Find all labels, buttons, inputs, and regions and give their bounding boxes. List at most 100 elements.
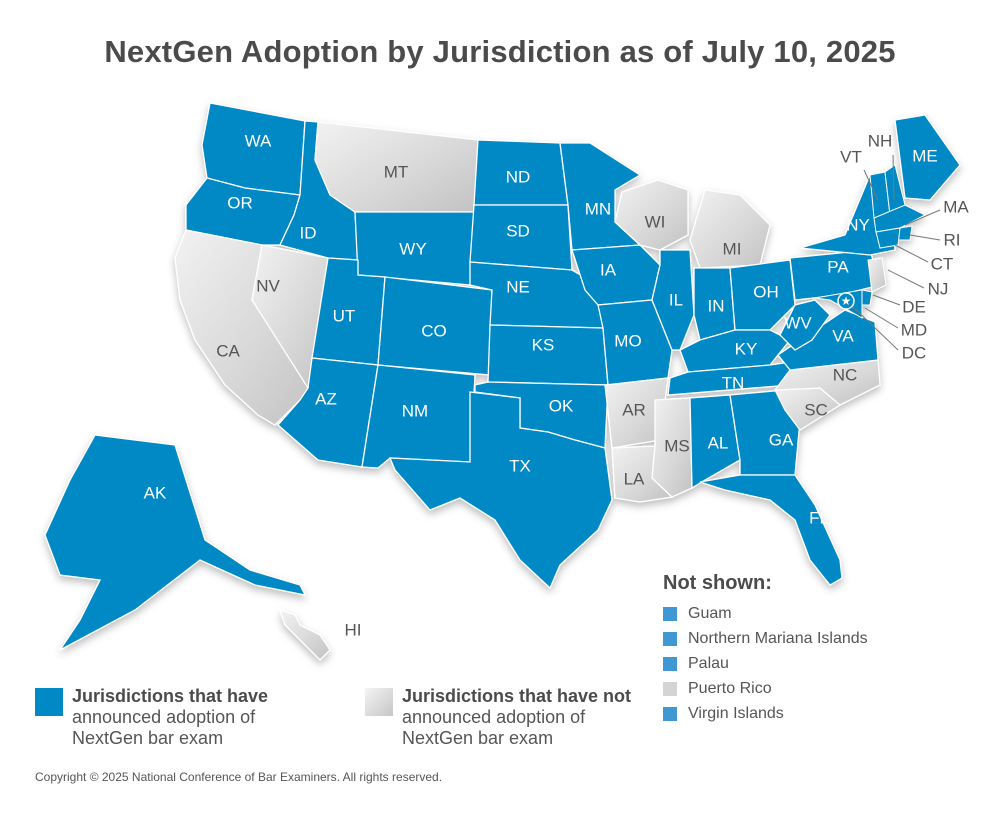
callout-line-nj <box>887 269 925 289</box>
state-wi <box>614 179 689 251</box>
state-label-wi: WI <box>645 212 666 231</box>
page-title: NextGen Adoption by Jurisdiction as of J… <box>104 34 896 69</box>
state-label-sc: SC <box>804 400 828 419</box>
state-label-mt: MT <box>384 162 409 181</box>
callout-label-de: DE <box>902 297 926 316</box>
state-label-nm: NM <box>402 401 428 420</box>
state-label-va: VA <box>832 326 854 345</box>
state-ct <box>875 227 901 249</box>
callout-label-dc: DC <box>902 343 927 362</box>
legend-not-adopted-line3: NextGen bar exam <box>402 728 554 748</box>
state-il <box>651 249 695 351</box>
state-label-tn: TN <box>722 373 745 392</box>
callout-line-ct <box>894 244 929 263</box>
not-shown-swatch <box>663 656 677 671</box>
state-label-ut: UT <box>333 306 356 325</box>
callout-label-ma: MA <box>943 197 969 216</box>
state-label-nc: NC <box>833 365 858 384</box>
legend-not-adopted-bold: Jurisdictions that have not <box>402 686 632 706</box>
not-shown-items: Guam Northern Mariana Islands Palau Puerto … <box>663 601 983 726</box>
state-label-me: ME <box>912 146 938 165</box>
legend-not-adopted-line2: announced adoption of <box>402 707 586 727</box>
callout-line-de <box>872 294 901 306</box>
not-shown-item: Palau <box>663 651 983 676</box>
callout-line-dc <box>847 301 899 351</box>
not-shown-item: Northern Mariana Islands <box>663 626 983 651</box>
state-label-ms: MS <box>664 436 690 455</box>
state-label-hi: HI <box>345 620 362 639</box>
callout-line-vt <box>863 169 879 201</box>
state-de <box>861 289 873 306</box>
callout-label-ct: CT <box>931 254 954 273</box>
not-shown-list: Not shown: Guam Northern Mariana Islands P… <box>663 572 983 726</box>
state-label-mn: MN <box>585 199 611 218</box>
legend-not-adopted-text: Jurisdictions that have not announced ad… <box>402 686 631 749</box>
not-shown-label: Virgin Islands <box>688 704 784 722</box>
legend-adopted-bold: Jurisdictions that have <box>72 686 269 706</box>
not-shown-item: Puerto Rico <box>663 676 983 701</box>
legend-adopted-line2: announced adoption of <box>72 707 256 727</box>
svg-text:★: ★ <box>841 294 852 308</box>
not-shown-label: Northern Mariana Islands <box>688 629 868 647</box>
state-ks <box>487 324 609 386</box>
state-label-ga: GA <box>769 430 794 449</box>
state-label-ks: KS <box>532 335 555 354</box>
callout-label-md: MD <box>901 320 927 339</box>
legend-not-adopted-swatch <box>365 688 393 716</box>
state-label-co: CO <box>421 321 447 340</box>
state-label-il: IL <box>669 290 683 309</box>
state-label-ne: NE <box>506 277 530 296</box>
not-shown-swatch <box>663 706 677 721</box>
state-label-fl: FL <box>809 508 829 527</box>
not-shown-swatch <box>663 631 677 646</box>
state-hi <box>278 608 331 661</box>
not-shown-title: Not shown: <box>663 572 772 594</box>
callout-label-vt: VT <box>840 147 862 166</box>
state-label-mo: MO <box>614 331 641 350</box>
state-label-ny: NY <box>846 215 870 234</box>
state-label-wv: WV <box>784 313 812 332</box>
legend-adopted-swatch <box>35 688 63 716</box>
legend-adopted: Jurisdictions that have announced adopti… <box>35 686 268 749</box>
state-label-az: AZ <box>315 389 337 408</box>
not-shown-swatch <box>663 681 677 696</box>
state-label-id: ID <box>300 223 317 242</box>
state-label-sd: SD <box>506 221 530 240</box>
not-shown-item: Guam <box>663 601 983 626</box>
callout-line-ma <box>904 209 941 226</box>
state-al <box>689 394 741 490</box>
state-label-wy: WY <box>399 239 426 258</box>
state-label-al: AL <box>708 433 729 452</box>
state-label-or: OR <box>227 193 253 212</box>
state-label-la: LA <box>624 469 645 488</box>
state-label-ky: KY <box>735 339 758 358</box>
state-label-ia: IA <box>600 260 617 279</box>
legend-adopted-text: Jurisdictions that have announced adopti… <box>72 686 268 749</box>
state-label-in: IN <box>708 296 725 315</box>
callout-line-nh <box>892 154 895 201</box>
state-label-pa: PA <box>827 257 849 276</box>
dc-star-icon: ★ <box>837 292 855 310</box>
callout-line-md <box>864 307 899 329</box>
state-label-ar: AR <box>622 400 646 419</box>
legend-not-adopted: Jurisdictions that have not announced ad… <box>365 686 631 749</box>
state-label-ok: OK <box>549 396 574 415</box>
not-shown-item: Virgin Islands <box>663 701 983 726</box>
state-label-tx: TX <box>509 456 531 475</box>
callout-label-nh: NH <box>868 131 893 150</box>
legend-adopted-line3: NextGen bar exam <box>72 728 224 748</box>
not-shown-label: Puerto Rico <box>688 679 772 697</box>
state-label-nd: ND <box>506 167 531 186</box>
state-label-oh: OH <box>753 282 779 301</box>
state-label-ak: AK <box>144 483 167 502</box>
state-label-nv: NV <box>256 276 280 295</box>
callout-label-ri: RI <box>944 230 961 249</box>
state-nj <box>867 257 887 293</box>
not-shown-label: Guam <box>688 604 732 622</box>
state-wv <box>779 299 831 351</box>
state-label-mi: MI <box>723 239 742 258</box>
state-ak <box>44 434 307 651</box>
copyright: Copyright © 2025 National Conference of … <box>35 770 443 784</box>
state-label-wa: WA <box>245 131 272 150</box>
